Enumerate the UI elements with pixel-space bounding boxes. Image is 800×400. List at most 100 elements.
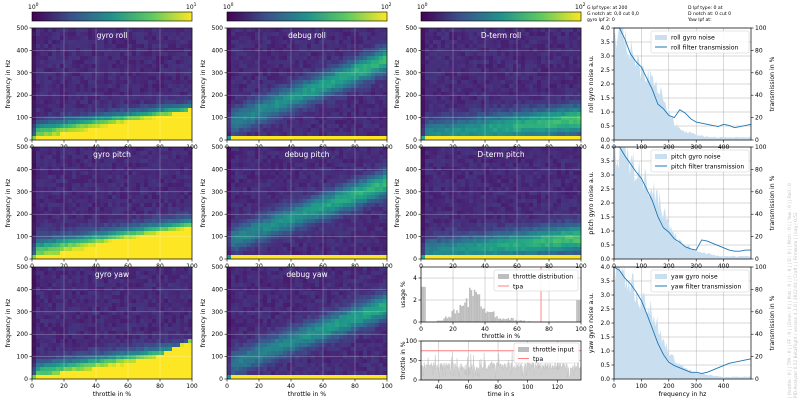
heatmap-cell — [227, 207, 232, 212]
heatmap-cell — [379, 104, 384, 109]
heatmap-cell — [84, 60, 89, 65]
heatmap-cell — [339, 32, 344, 37]
heatmap-cell — [92, 235, 97, 240]
heatmap-cell — [152, 28, 157, 33]
heatmap-cell — [509, 68, 514, 73]
heatmap-cell — [275, 96, 280, 101]
heatmap-cell — [383, 100, 388, 105]
heatmap-cell — [355, 112, 360, 117]
heatmap-cell — [40, 231, 45, 236]
panel-title: gyro roll — [97, 31, 128, 40]
heatmap-cell — [32, 72, 37, 77]
heatmap-cell — [231, 203, 236, 208]
heatmap-cell — [251, 207, 256, 212]
heatmap-cell — [164, 48, 169, 53]
heatmap-cell — [421, 104, 426, 109]
heatmap-cell — [40, 108, 45, 113]
heatmap-cell — [379, 108, 384, 113]
heatmap-cell — [577, 92, 582, 97]
heatmap-cell — [100, 159, 105, 164]
heatmap-cell — [537, 68, 542, 73]
heatmap-cell — [116, 36, 121, 41]
heatmap-cell — [36, 223, 41, 228]
heatmap-cell — [367, 128, 372, 133]
heatmap-cell — [44, 100, 49, 105]
heatmap-cell — [104, 235, 109, 240]
heatmap-cell — [44, 64, 49, 69]
heatmap-cell — [144, 187, 149, 192]
heatmap-cell — [64, 251, 69, 256]
heatmap-cell — [40, 243, 45, 248]
heatmap-cell — [36, 235, 41, 240]
heatmap-cell — [573, 60, 578, 65]
heatmap-cell — [227, 80, 232, 85]
heatmap-cell — [351, 48, 356, 53]
heatmap-cell — [505, 72, 510, 77]
heatmap-cell — [84, 28, 89, 33]
heatmap-cell — [152, 108, 157, 113]
heatmap-cell — [239, 191, 244, 196]
heatmap-cell — [176, 219, 181, 224]
heatmap-cell — [180, 120, 185, 125]
heatmap-cell — [32, 96, 37, 101]
heatmap-cell — [295, 84, 300, 89]
heatmap-cell — [108, 159, 113, 164]
heatmap-cell — [68, 136, 73, 141]
heatmap-cell — [36, 243, 41, 248]
heatmap-cell — [88, 120, 93, 125]
heatmap-cell — [48, 159, 53, 164]
heatmap-cell — [493, 132, 498, 137]
heatmap-cell — [303, 40, 308, 45]
heatmap-cell — [287, 40, 292, 45]
heatmap-cell — [60, 151, 65, 156]
heatmap-cell — [80, 84, 85, 89]
heatmap-cell — [343, 36, 348, 41]
heatmap-cell — [573, 92, 578, 97]
heatmap-cell — [493, 68, 498, 73]
heatmap-cell — [60, 159, 65, 164]
heatmap-cell — [299, 128, 304, 133]
heatmap-cell — [311, 104, 316, 109]
heatmap-cell — [243, 104, 248, 109]
heatmap-cell — [351, 64, 356, 69]
heatmap-cell — [573, 48, 578, 53]
heatmap-cell — [148, 68, 153, 73]
heatmap-cell — [96, 132, 101, 137]
heatmap-cell — [144, 80, 149, 85]
heatmap-cell — [525, 132, 530, 137]
heatmap-cell — [347, 104, 352, 109]
heatmap-cell — [44, 84, 49, 89]
heatmap-cell — [120, 76, 125, 81]
heatmap-cell — [343, 108, 348, 113]
heatmap-cell — [168, 112, 173, 117]
heatmap-cell — [363, 96, 368, 101]
heatmap-cell — [124, 215, 129, 220]
heatmap-cell — [251, 203, 256, 208]
heatmap-cell — [433, 108, 438, 113]
heatmap-cell — [80, 231, 85, 236]
heatmap-cell — [76, 88, 81, 93]
heatmap-cell — [287, 80, 292, 85]
heatmap-cell — [140, 76, 145, 81]
heatmap-cell — [295, 116, 300, 121]
heatmap-cell — [383, 52, 388, 57]
heatmap-cell — [112, 48, 117, 53]
heatmap-cell — [469, 80, 474, 85]
heatmap-cell — [477, 76, 482, 81]
heatmap-cell — [164, 64, 169, 69]
heatmap-cell — [188, 187, 193, 192]
heatmap-cell — [557, 112, 562, 117]
heatmap-cell — [421, 28, 426, 33]
heatmap-cell — [176, 199, 181, 204]
heatmap-cell — [140, 52, 145, 57]
heatmap-cell — [188, 219, 193, 224]
heatmap-cell — [104, 211, 109, 216]
heatmap-cell — [347, 132, 352, 137]
heatmap-cell — [243, 32, 248, 37]
heatmap-cell — [263, 92, 268, 97]
heatmap-cell — [60, 84, 65, 89]
heatmap-cell — [168, 44, 173, 49]
heatmap-cell — [311, 44, 316, 49]
heatmap-cell — [267, 227, 272, 232]
heatmap-cell — [283, 52, 288, 57]
